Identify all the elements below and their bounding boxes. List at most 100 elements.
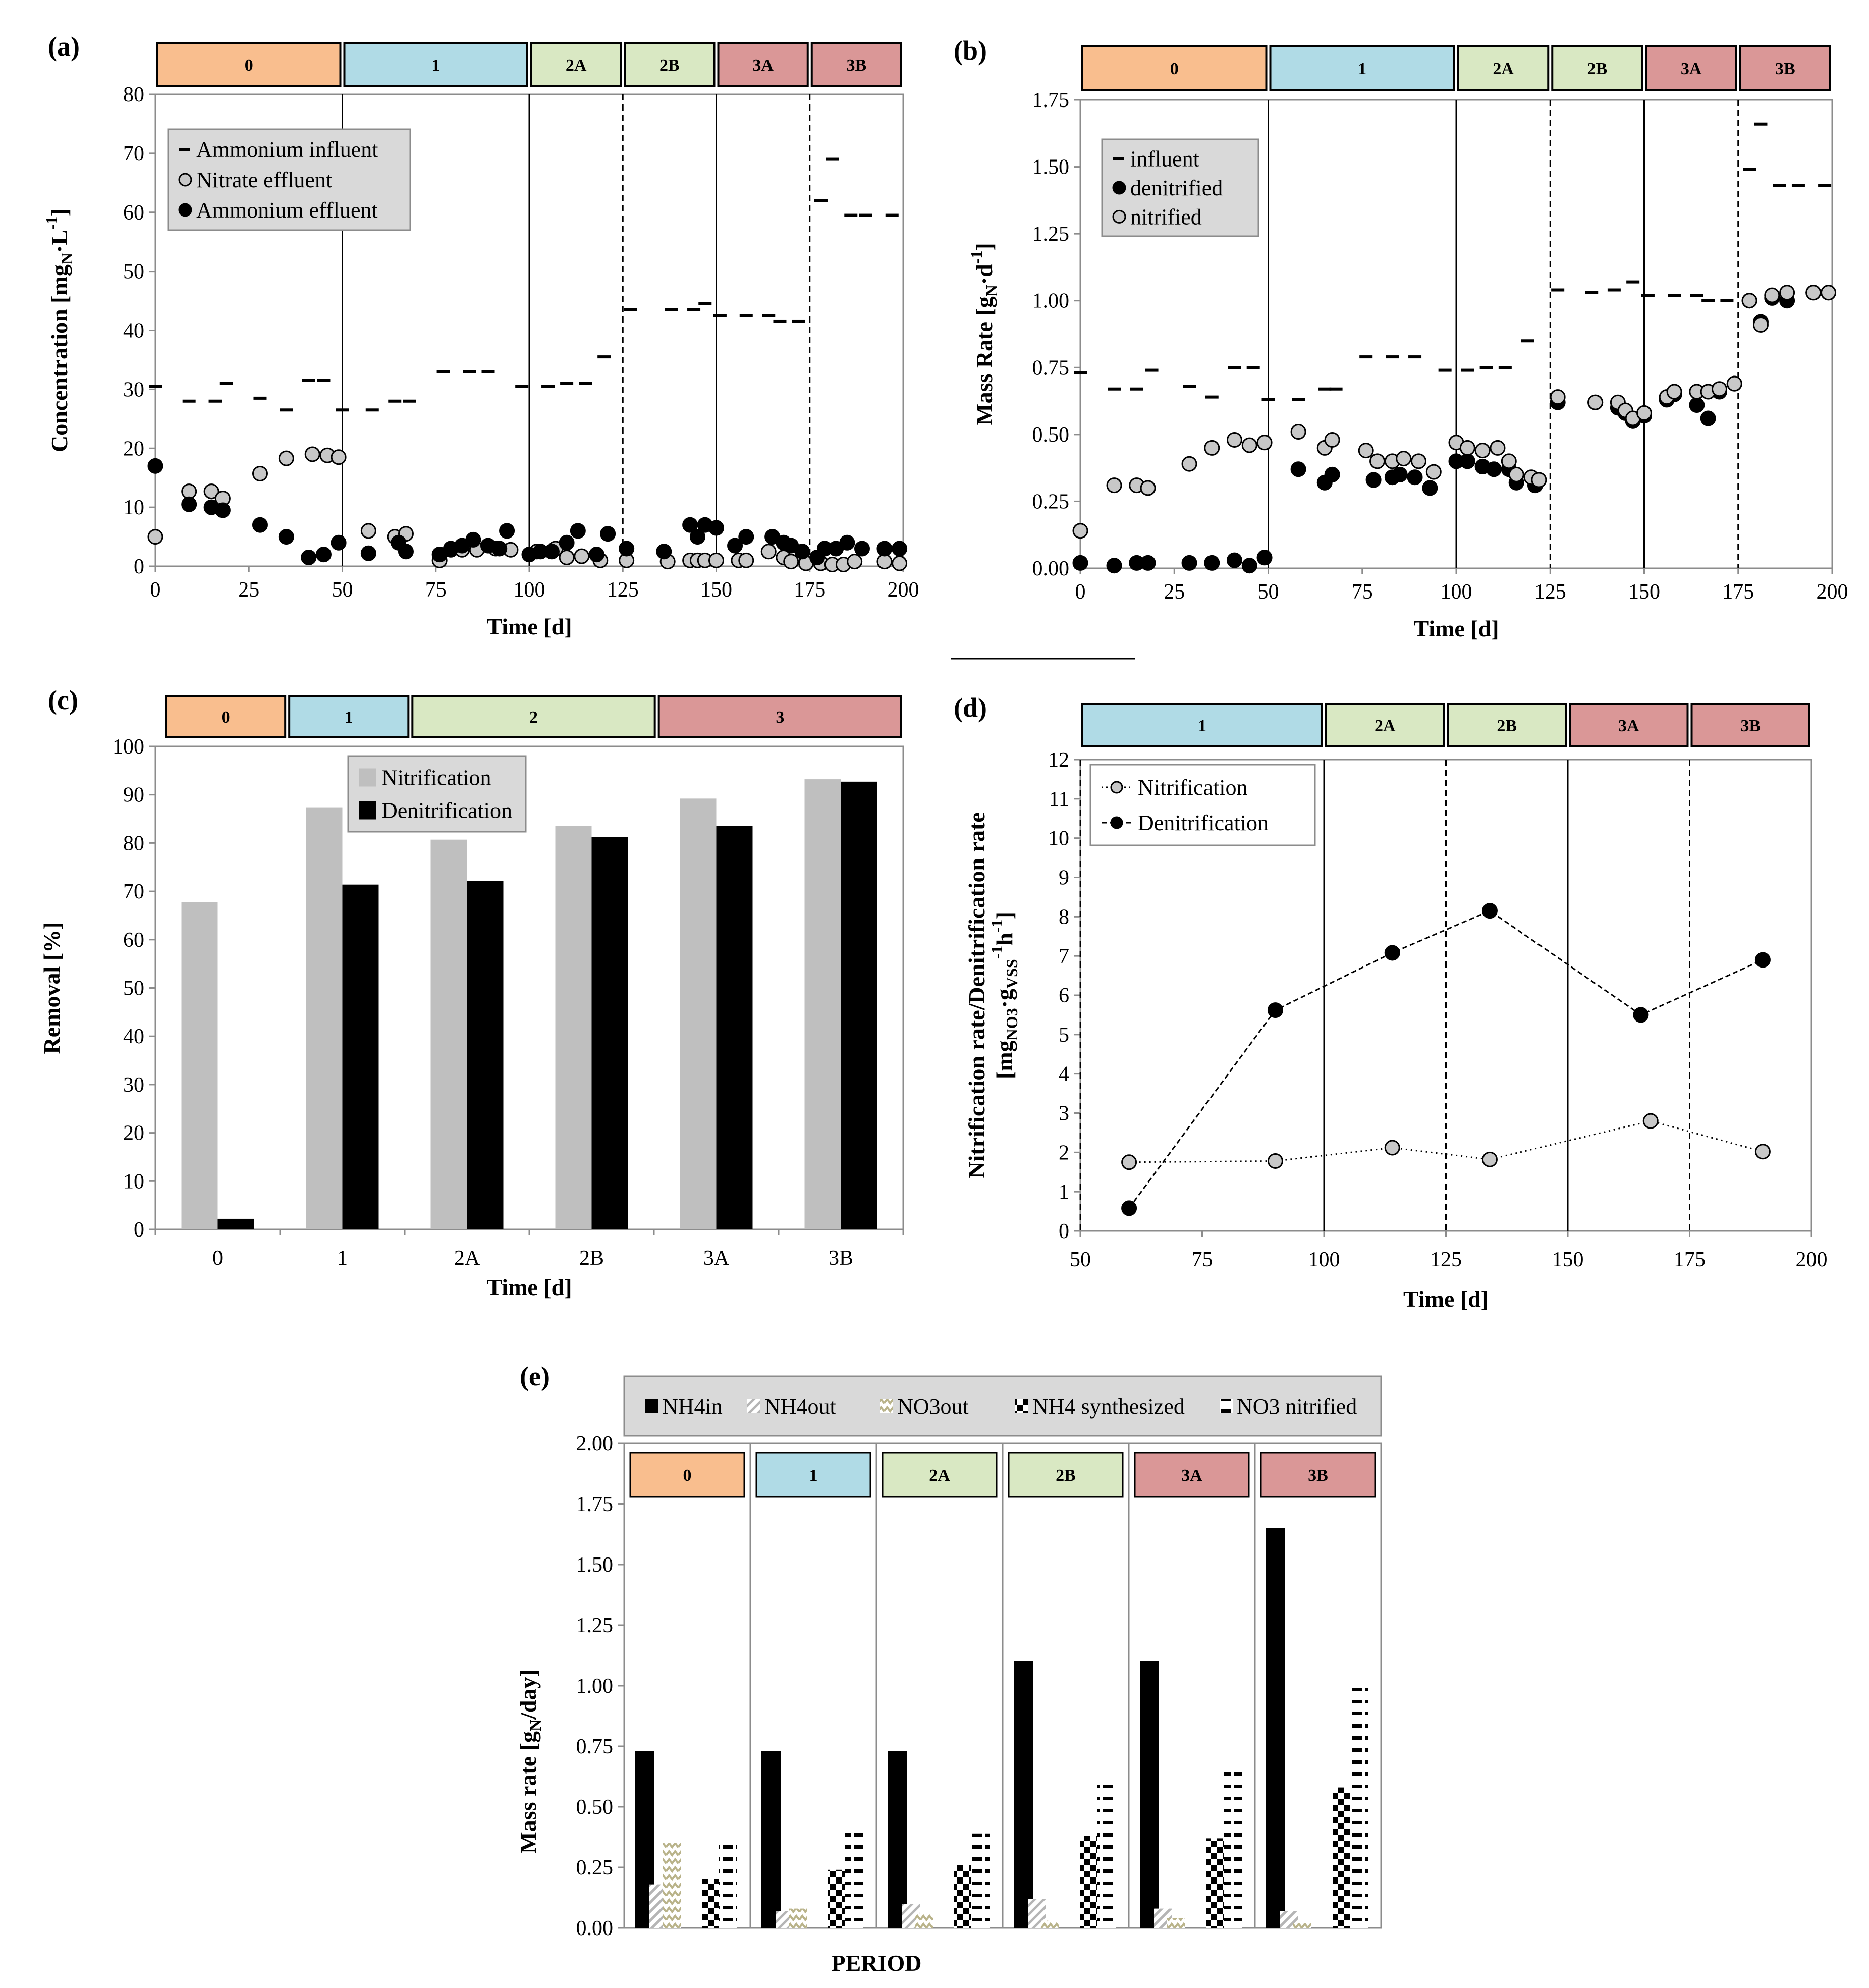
data-point: [1108, 387, 1121, 391]
data-point: [1324, 466, 1340, 482]
period-label: 3A: [1181, 1466, 1202, 1485]
data-point: [574, 548, 590, 564]
y-tick-label: 0.00: [576, 1917, 614, 1940]
y-tick-label: 0.75: [1032, 356, 1070, 380]
data-point: [1459, 440, 1475, 456]
data-point: [1267, 1002, 1283, 1018]
period-box: [1551, 45, 1643, 91]
bar: [1080, 1836, 1098, 1928]
data-point: [814, 199, 828, 202]
data-point: [1241, 558, 1257, 574]
period-box: [1325, 703, 1445, 747]
period-label: 2A: [929, 1466, 950, 1485]
y-tick-label: 0.25: [1032, 490, 1070, 513]
bar: [828, 1869, 846, 1928]
data-point: [1121, 1154, 1137, 1170]
bar: [719, 1843, 737, 1928]
y-tick-label: 1.25: [576, 1614, 614, 1637]
period-box: [657, 695, 902, 738]
y-tick-label: 20: [123, 1122, 144, 1145]
data-point: [1358, 443, 1374, 459]
data-point: [1633, 1007, 1649, 1023]
series: [719, 1686, 1368, 1928]
data-point: [762, 314, 776, 317]
data-point: [1261, 398, 1275, 401]
y-tick-label: 100: [113, 735, 144, 759]
data-point: [597, 355, 611, 359]
data-point: [1181, 456, 1197, 472]
x-tick-label: 0: [1075, 580, 1086, 604]
period-label: 2B: [1056, 1466, 1076, 1485]
y-axis-title-part: -1: [967, 251, 985, 264]
legend-label: denitrified: [1130, 176, 1223, 200]
data-point: [698, 302, 712, 305]
data-point: [794, 544, 810, 560]
data-point: [280, 408, 293, 412]
y-axis-title-part: [mg: [992, 1040, 1017, 1079]
period-label: 2B: [1497, 717, 1517, 735]
x-tick-label: 1: [337, 1247, 348, 1270]
series: [1074, 122, 1832, 401]
data-point: [253, 396, 267, 400]
data-point: [1626, 280, 1640, 284]
data-point: [1636, 405, 1652, 421]
y-tick-label: 1.00: [576, 1675, 614, 1698]
plot-frame: [154, 745, 904, 1230]
y-tick-label: 11: [1049, 788, 1069, 811]
period-label: 3B: [847, 56, 867, 75]
data-point: [1498, 366, 1512, 369]
data-point: [181, 496, 197, 512]
data-point: [1072, 555, 1088, 571]
data-point: [1256, 550, 1273, 566]
data-point: [1773, 184, 1786, 187]
data-point: [436, 370, 450, 373]
period-label: 2: [529, 708, 538, 727]
data-point: [1290, 424, 1306, 440]
legend-swatch: [359, 801, 376, 820]
data-point: [463, 370, 476, 373]
data-point: [315, 547, 332, 563]
chart-e: 0.00 0.25 0.50 0.75 1.00 1.25 1.50 1.75 2.00 (e) 0…: [515, 1361, 1382, 1976]
y-tick-label: 60: [123, 201, 144, 225]
series: [635, 1528, 1285, 1928]
period-box: [1008, 1452, 1124, 1498]
data-point: [738, 552, 754, 568]
legend-swatch: [359, 768, 376, 787]
data-point: [792, 319, 805, 323]
data-point: [403, 399, 416, 403]
series: [663, 1843, 1311, 1928]
data-point: [1438, 368, 1452, 372]
series: [147, 458, 908, 565]
legend-label: Ammonium effluent: [196, 198, 378, 223]
data-point: [854, 541, 870, 557]
data-point: [1204, 555, 1220, 571]
data-point: [1365, 472, 1382, 488]
legend-marker: [178, 173, 192, 187]
period-box: [755, 1452, 871, 1498]
y-tick-label: 6: [1059, 984, 1069, 1007]
data-point: [365, 408, 379, 412]
x-tick-label: 150: [1552, 1248, 1584, 1271]
data-point: [1752, 316, 1769, 333]
y-tick-label: 10: [123, 1170, 144, 1193]
period-box: [1269, 45, 1455, 91]
y-tick-label: 70: [123, 142, 144, 166]
x-axis-title: Time [d]: [486, 614, 572, 639]
panel-label: (b): [954, 35, 987, 66]
data-point: [1607, 288, 1621, 292]
data-point: [252, 517, 268, 533]
period-label: 3A: [752, 56, 774, 75]
x-tick-label: 200: [888, 578, 919, 602]
data-point: [1531, 472, 1547, 488]
data-point: [859, 213, 872, 217]
bar: [217, 1218, 254, 1229]
data-point: [708, 520, 724, 536]
data-point: [1369, 453, 1386, 469]
legend-marker: [178, 203, 192, 217]
data-point: [1479, 366, 1493, 369]
data-point: [1228, 366, 1241, 369]
period-label: 0: [683, 1466, 692, 1485]
data-point: [1585, 291, 1599, 294]
period-label: 3A: [1681, 60, 1702, 78]
